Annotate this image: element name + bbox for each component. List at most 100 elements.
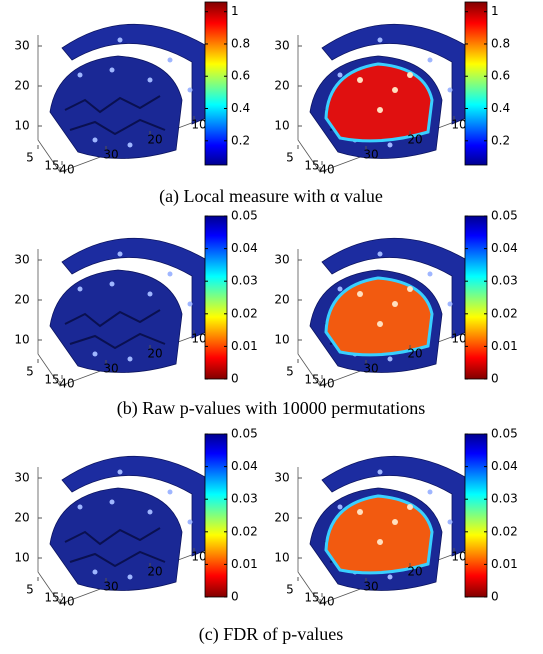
brain-highlight-spot xyxy=(447,301,453,307)
y-tick-label: 10 xyxy=(191,118,206,132)
y-tick-label: 30 xyxy=(103,148,118,162)
y-tick-label: 20 xyxy=(407,133,422,147)
brain-highlight-spot xyxy=(167,57,173,63)
caption: (a) Local measure with α value xyxy=(159,186,383,207)
colorbar-tick-label: 0.4 xyxy=(491,101,510,115)
brain-highlight-spot xyxy=(147,291,153,297)
z-tick-label: 10 xyxy=(14,119,29,133)
z-tick-label: 10 xyxy=(274,551,289,565)
brain-highlight-spot xyxy=(187,87,193,93)
brain-texture xyxy=(64,95,166,136)
region-spot xyxy=(407,286,413,292)
colorbar-tick-label: 0.04 xyxy=(491,241,518,255)
brain-highlight-spot xyxy=(387,356,393,362)
colorbar-tick-label: 0.01 xyxy=(491,339,518,353)
z-tick-label: 30 xyxy=(14,253,29,267)
colorbar-tick-label: 0.8 xyxy=(491,36,510,50)
colorbar-tick-label: 0.02 xyxy=(231,306,258,320)
region-spot xyxy=(357,77,363,83)
z-tick-label: 20 xyxy=(274,293,289,307)
brain-highlight-spot xyxy=(427,271,433,277)
z-tick-label: 20 xyxy=(274,511,289,525)
colorbar xyxy=(464,433,488,598)
brain-highlight-spot xyxy=(117,37,123,43)
brain-upper xyxy=(321,23,467,125)
colorbar-tick-label: 0.2 xyxy=(491,133,510,147)
brain-highlight-spot xyxy=(109,281,115,287)
y-tick-label: 20 xyxy=(407,565,422,579)
colorbar-tick-label: 0.02 xyxy=(491,524,518,538)
brain-highlight-spot xyxy=(147,509,153,515)
brain-highlight-spot xyxy=(337,504,343,510)
brain-highlight-spot xyxy=(147,77,153,83)
brain-highlight-spot xyxy=(92,137,98,143)
x-tick-label: 15 xyxy=(304,373,319,387)
colorbar-tick-label: 0 xyxy=(231,590,239,604)
colorbar-tick-label: 0.03 xyxy=(231,274,258,288)
brain-upper xyxy=(61,23,207,125)
z-tick-label: 10 xyxy=(274,119,289,133)
x-tick-label: 15 xyxy=(304,159,319,173)
y-tick-label: 30 xyxy=(103,362,118,376)
colorbar xyxy=(464,215,488,380)
y-tick-label: 40 xyxy=(319,163,334,177)
brain-plot: 10 20 30 5 15 40 30 20 10 0 0.01 0.02 0.03 0.04 0.05 xyxy=(274,209,517,391)
region-spot xyxy=(407,504,413,510)
brain-highlight-spot xyxy=(127,356,133,362)
brain-highlight-spot xyxy=(167,489,173,495)
region-spot xyxy=(392,519,398,525)
colorbar-tick-label: 0.4 xyxy=(231,101,250,115)
y-tick-label: 10 xyxy=(451,332,466,346)
colorbar xyxy=(204,1,228,166)
x-tick-label: 15 xyxy=(44,591,59,605)
region-spot xyxy=(377,539,383,545)
x-tick-label: 5 xyxy=(26,151,34,165)
colorbar-tick-label: 0.03 xyxy=(231,492,258,506)
y-tick-label: 40 xyxy=(319,595,334,609)
x-tick-label: 5 xyxy=(286,365,294,379)
significant-region xyxy=(324,62,434,143)
z-tick-label: 30 xyxy=(14,39,29,53)
region-spot xyxy=(377,321,383,327)
brain-highlight-spot xyxy=(187,301,193,307)
y-tick-label: 30 xyxy=(363,362,378,376)
brain-highlight-spot xyxy=(427,489,433,495)
brain-highlight-spot xyxy=(427,57,433,63)
y-tick-label: 10 xyxy=(191,550,206,564)
brain-upper xyxy=(61,455,207,557)
brain-highlight-spot xyxy=(337,286,343,292)
brain-highlight-spot xyxy=(337,72,343,78)
brain-plot: 10 20 30 5 15 40 30 20 10 0 0.01 0.02 0.03 0.04 0.05 xyxy=(14,427,257,609)
z-tick-label: 10 xyxy=(14,333,29,347)
brain-highlight-spot xyxy=(377,469,383,475)
z-tick-label: 10 xyxy=(14,551,29,565)
y-tick-label: 20 xyxy=(407,347,422,361)
brain-highlight-spot xyxy=(117,251,123,257)
brain-upper xyxy=(321,455,467,557)
significant-region xyxy=(324,494,434,575)
brain-highlight-spot xyxy=(77,286,83,292)
brain-highlight-spot xyxy=(127,574,133,580)
colorbar-tick-label: 1 xyxy=(231,4,239,18)
y-tick-label: 10 xyxy=(451,118,466,132)
colorbar-tick-label: 0.04 xyxy=(231,459,258,473)
brain-highlight-spot xyxy=(109,67,115,73)
colorbar-tick-label: 0.01 xyxy=(491,557,518,571)
colorbar xyxy=(204,433,228,598)
caption: (b) Raw p-values with 10000 permutations xyxy=(117,398,425,419)
colorbar-tick-label: 0.03 xyxy=(491,492,518,506)
y-tick-label: 40 xyxy=(319,377,334,391)
brain-highlight-spot xyxy=(77,504,83,510)
x-tick-label: 5 xyxy=(286,151,294,165)
region-spot xyxy=(357,509,363,515)
brain-upper xyxy=(321,237,467,339)
z-tick-label: 30 xyxy=(274,253,289,267)
region-spot xyxy=(377,107,383,113)
colorbar-tick-label: 0 xyxy=(491,590,499,604)
brain-highlight-spot xyxy=(387,142,393,148)
y-tick-label: 30 xyxy=(103,580,118,594)
brain-plot: 10 20 30 5 15 40 30 20 10 0.2 0.4 0.6 0.8 1 xyxy=(14,1,250,177)
brain-plot: 10 20 30 5 15 40 30 20 10 0 0.01 0.02 0.03 0.04 0.05 xyxy=(14,209,257,391)
z-tick-label: 30 xyxy=(14,471,29,485)
